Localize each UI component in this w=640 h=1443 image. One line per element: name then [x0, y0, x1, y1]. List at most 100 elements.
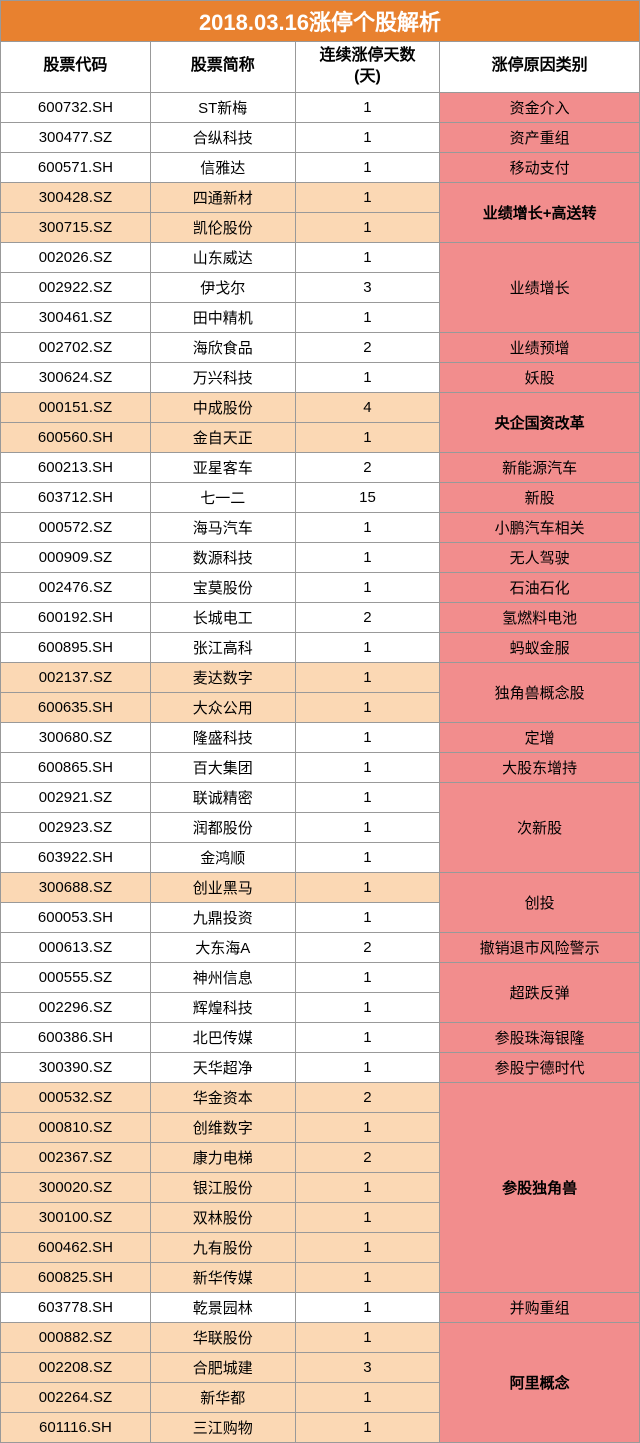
cell-days: 2	[295, 602, 440, 632]
table-row: 002137.SZ麦达数字1独角兽概念股	[1, 662, 640, 692]
cell-reason: 参股珠海银隆	[440, 1022, 640, 1052]
table-row: 600213.SH亚星客车2新能源汽车	[1, 452, 640, 482]
cell-code: 300680.SZ	[1, 722, 151, 752]
table-row: 000613.SZ大东海A2撤销退市风险警示	[1, 932, 640, 962]
cell-days: 1	[295, 1052, 440, 1082]
cell-code: 000572.SZ	[1, 512, 151, 542]
table-row: 600571.SH信雅达1移动支付	[1, 152, 640, 182]
cell-reason: 独角兽概念股	[440, 662, 640, 722]
cell-days: 1	[295, 422, 440, 452]
cell-days: 2	[295, 332, 440, 362]
table-row: 603712.SH七一二15新股	[1, 482, 640, 512]
cell-name: 华联股份	[150, 1322, 295, 1352]
cell-days: 1	[295, 632, 440, 662]
cell-days: 1	[295, 152, 440, 182]
cell-name: 九鼎投资	[150, 902, 295, 932]
cell-reason: 次新股	[440, 782, 640, 872]
cell-days: 2	[295, 932, 440, 962]
cell-days: 1	[295, 662, 440, 692]
cell-code: 300688.SZ	[1, 872, 151, 902]
cell-code: 000613.SZ	[1, 932, 151, 962]
cell-code: 300020.SZ	[1, 1172, 151, 1202]
cell-code: 300428.SZ	[1, 182, 151, 212]
cell-name: 天华超净	[150, 1052, 295, 1082]
cell-name: 新华都	[150, 1382, 295, 1412]
cell-days: 3	[295, 1352, 440, 1382]
cell-name: 亚星客车	[150, 452, 295, 482]
cell-days: 1	[295, 1232, 440, 1262]
cell-code: 600213.SH	[1, 452, 151, 482]
cell-code: 002476.SZ	[1, 572, 151, 602]
cell-days: 1	[295, 1412, 440, 1442]
cell-reason: 新能源汽车	[440, 452, 640, 482]
table-row: 000151.SZ中成股份4央企国资改革	[1, 392, 640, 422]
cell-days: 1	[295, 902, 440, 932]
cell-days: 1	[295, 812, 440, 842]
cell-days: 1	[295, 1292, 440, 1322]
cell-days: 1	[295, 182, 440, 212]
cell-code: 300715.SZ	[1, 212, 151, 242]
cell-name: 中成股份	[150, 392, 295, 422]
cell-code: 600825.SH	[1, 1262, 151, 1292]
cell-days: 1	[295, 962, 440, 992]
cell-days: 1	[295, 302, 440, 332]
table-row: 600732.SHST新梅1资金介入	[1, 92, 640, 122]
cell-name: 麦达数字	[150, 662, 295, 692]
cell-code: 002922.SZ	[1, 272, 151, 302]
cell-name: 辉煌科技	[150, 992, 295, 1022]
cell-name: 双林股份	[150, 1202, 295, 1232]
table-row: 000532.SZ华金资本2参股独角兽	[1, 1082, 640, 1112]
cell-code: 600571.SH	[1, 152, 151, 182]
cell-days: 2	[295, 452, 440, 482]
table-row: 000555.SZ神州信息1超跌反弹	[1, 962, 640, 992]
cell-days: 1	[295, 1202, 440, 1232]
cell-code: 600635.SH	[1, 692, 151, 722]
cell-days: 2	[295, 1082, 440, 1112]
cell-reason: 央企国资改革	[440, 392, 640, 452]
cell-days: 4	[295, 392, 440, 422]
cell-days: 1	[295, 1382, 440, 1412]
cell-days: 1	[295, 572, 440, 602]
cell-name: 七一二	[150, 482, 295, 512]
cell-code: 603922.SH	[1, 842, 151, 872]
cell-code: 000882.SZ	[1, 1322, 151, 1352]
cell-reason: 妖股	[440, 362, 640, 392]
cell-reason: 石油石化	[440, 572, 640, 602]
cell-name: 华金资本	[150, 1082, 295, 1112]
cell-name: 创业黑马	[150, 872, 295, 902]
cell-days: 1	[295, 722, 440, 752]
cell-reason: 超跌反弹	[440, 962, 640, 1022]
stock-table: 2018.03.16涨停个股解析 股票代码 股票简称 连续涨停天数(天) 涨停原…	[0, 0, 640, 1443]
cell-code: 300390.SZ	[1, 1052, 151, 1082]
cell-code: 300100.SZ	[1, 1202, 151, 1232]
cell-name: 联诚精密	[150, 782, 295, 812]
cell-days: 1	[295, 92, 440, 122]
cell-code: 002367.SZ	[1, 1142, 151, 1172]
cell-name: 张江高科	[150, 632, 295, 662]
cell-code: 002026.SZ	[1, 242, 151, 272]
cell-code: 002921.SZ	[1, 782, 151, 812]
table-row: 000909.SZ数源科技1无人驾驶	[1, 542, 640, 572]
cell-days: 1	[295, 242, 440, 272]
cell-days: 1	[295, 1022, 440, 1052]
table-row: 000572.SZ海马汽车1小鹏汽车相关	[1, 512, 640, 542]
cell-code: 300477.SZ	[1, 122, 151, 152]
cell-reason: 业绩预增	[440, 332, 640, 362]
table-row: 603778.SH乾景园林1并购重组	[1, 1292, 640, 1322]
cell-days: 1	[295, 782, 440, 812]
cell-reason: 移动支付	[440, 152, 640, 182]
cell-code: 601116.SH	[1, 1412, 151, 1442]
cell-code: 300461.SZ	[1, 302, 151, 332]
cell-days: 1	[295, 512, 440, 542]
cell-name: 康力电梯	[150, 1142, 295, 1172]
cell-name: 宝莫股份	[150, 572, 295, 602]
cell-name: 万兴科技	[150, 362, 295, 392]
table-row: 300624.SZ万兴科技1妖股	[1, 362, 640, 392]
cell-code: 002137.SZ	[1, 662, 151, 692]
cell-reason: 蚂蚁金服	[440, 632, 640, 662]
cell-name: 乾景园林	[150, 1292, 295, 1322]
cell-code: 300624.SZ	[1, 362, 151, 392]
cell-name: 长城电工	[150, 602, 295, 632]
cell-reason: 定增	[440, 722, 640, 752]
cell-name: 大东海A	[150, 932, 295, 962]
